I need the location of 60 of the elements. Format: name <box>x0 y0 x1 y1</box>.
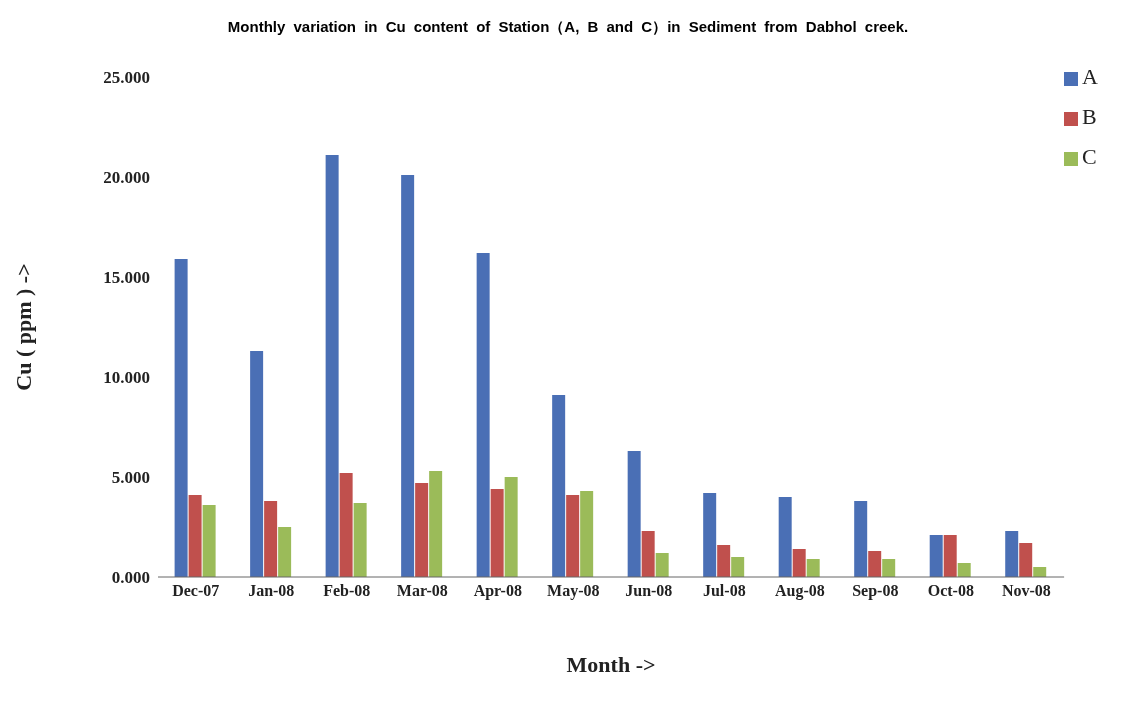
bar <box>552 395 566 577</box>
bar <box>929 535 943 577</box>
bar <box>641 531 655 577</box>
x-tick-label: Aug-08 <box>774 582 825 601</box>
y-tick-label: 15.000 <box>103 268 150 288</box>
bar <box>202 505 216 577</box>
y-tick-label: 20.000 <box>103 168 150 188</box>
bar <box>566 495 580 577</box>
legend-label: B <box>1082 104 1097 129</box>
bar <box>868 551 882 577</box>
bar <box>1033 567 1047 577</box>
y-tick-label: 10.000 <box>103 368 150 388</box>
bar <box>325 155 339 577</box>
bar <box>792 549 806 577</box>
bar <box>353 503 367 577</box>
bar <box>1005 531 1019 577</box>
bar <box>415 483 429 577</box>
bar <box>339 473 353 577</box>
bar <box>429 471 443 577</box>
bar <box>401 175 415 577</box>
bar <box>250 351 264 577</box>
bar <box>717 545 731 577</box>
x-tick-label: Dec-07 <box>172 582 220 600</box>
bar <box>188 495 202 577</box>
y-tick-label: 5.000 <box>111 468 150 488</box>
bar <box>778 497 792 577</box>
x-tick-label: Feb-08 <box>323 582 371 600</box>
legend-label: A <box>1082 64 1098 89</box>
y-tick-label: 0.000 <box>111 568 150 588</box>
bar <box>476 253 490 577</box>
bar <box>806 559 820 577</box>
x-tick-label: May-08 <box>547 582 600 601</box>
bar <box>1019 543 1033 577</box>
y-tick-label: 25.000 <box>103 68 150 88</box>
x-axis-title: Month -> <box>566 652 656 677</box>
bar <box>627 451 641 577</box>
bar <box>264 501 278 577</box>
x-tick-label: Jun-08 <box>625 582 673 600</box>
bar <box>943 535 957 577</box>
bar <box>703 493 717 577</box>
x-tick-label: Sep-08 <box>852 582 899 601</box>
bar <box>490 489 504 577</box>
x-tick-label: Mar-08 <box>396 582 448 600</box>
bar <box>580 491 594 577</box>
x-tick-label: Nov-08 <box>1001 582 1051 600</box>
bar <box>882 559 896 577</box>
bar <box>957 563 971 577</box>
bar <box>655 553 669 577</box>
y-axis-title: Cu ( ppm ) -> <box>10 263 36 391</box>
x-tick-label: Apr-08 <box>473 582 522 601</box>
bar <box>278 527 292 577</box>
bar <box>174 259 188 577</box>
x-tick-label: Jul-08 <box>702 582 746 600</box>
x-tick-label: Oct-08 <box>927 582 974 600</box>
legend-label: C <box>1082 144 1097 169</box>
x-tick-label: Jan-08 <box>248 582 295 600</box>
bar <box>731 557 745 577</box>
bar <box>504 477 518 577</box>
bar <box>854 501 868 577</box>
chart-title: Monthly variation in Cu content of Station（A, B and C）in Sediment from Dabhol creek. <box>226 17 910 37</box>
